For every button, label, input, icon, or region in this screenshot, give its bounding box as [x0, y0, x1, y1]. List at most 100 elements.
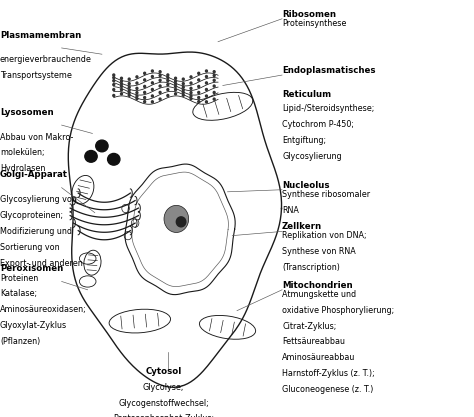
Text: Proteinen: Proteinen [0, 274, 38, 284]
Ellipse shape [206, 70, 208, 72]
Ellipse shape [206, 82, 208, 84]
Ellipse shape [159, 71, 161, 73]
Ellipse shape [128, 91, 130, 93]
Text: RNA: RNA [282, 206, 299, 215]
Text: Ribosomen: Ribosomen [282, 10, 336, 19]
Ellipse shape [182, 89, 184, 91]
Ellipse shape [128, 89, 130, 91]
Ellipse shape [167, 74, 169, 76]
Text: Mitochondrien: Mitochondrien [282, 281, 353, 290]
Text: Cytochrom P-450;: Cytochrom P-450; [282, 120, 354, 129]
Text: Proteinsynthese: Proteinsynthese [282, 19, 346, 28]
Text: Entgiftung;: Entgiftung; [282, 136, 326, 145]
Text: Glycogenstoffwechsel;: Glycogenstoffwechsel; [118, 399, 209, 408]
Ellipse shape [128, 86, 130, 88]
Text: Lysosomen: Lysosomen [0, 108, 54, 117]
Ellipse shape [113, 77, 115, 79]
Ellipse shape [159, 98, 161, 100]
Ellipse shape [120, 85, 122, 88]
Text: Reticulum: Reticulum [282, 90, 331, 99]
Ellipse shape [128, 94, 130, 96]
Ellipse shape [113, 74, 115, 76]
Ellipse shape [113, 88, 115, 90]
Ellipse shape [206, 95, 208, 97]
Text: Replikation von DNA;: Replikation von DNA; [282, 231, 367, 241]
Text: Pentosephosphat-Zyklus;: Pentosephosphat-Zyklus; [113, 414, 214, 417]
Ellipse shape [96, 140, 108, 152]
Ellipse shape [151, 95, 153, 97]
Ellipse shape [182, 86, 184, 88]
Ellipse shape [136, 98, 138, 100]
Text: Export- und anderen: Export- und anderen [0, 259, 83, 268]
Ellipse shape [159, 75, 161, 77]
Ellipse shape [144, 72, 146, 74]
Ellipse shape [151, 88, 153, 90]
Ellipse shape [213, 98, 215, 100]
Ellipse shape [120, 80, 122, 82]
Ellipse shape [120, 83, 122, 85]
Text: Glycosylierung: Glycosylierung [282, 152, 342, 161]
Ellipse shape [136, 92, 138, 94]
Ellipse shape [182, 83, 184, 85]
Ellipse shape [190, 82, 192, 84]
Text: Harnstoff-Zyklus (z. T.);: Harnstoff-Zyklus (z. T.); [282, 369, 375, 378]
Text: Katalase;: Katalase; [0, 289, 37, 298]
Ellipse shape [174, 85, 176, 88]
Ellipse shape [144, 100, 146, 103]
Text: Abbau von Makro-: Abbau von Makro- [0, 133, 73, 142]
Ellipse shape [190, 76, 192, 78]
Ellipse shape [151, 101, 153, 103]
Ellipse shape [206, 101, 208, 103]
Ellipse shape [151, 75, 153, 78]
Ellipse shape [174, 80, 176, 82]
Ellipse shape [151, 82, 153, 84]
Text: (Pflanzen): (Pflanzen) [0, 337, 40, 346]
Ellipse shape [167, 88, 169, 90]
Ellipse shape [213, 75, 215, 77]
Text: oxidative Phosphorylierung;: oxidative Phosphorylierung; [282, 306, 394, 315]
Ellipse shape [213, 71, 215, 73]
Ellipse shape [159, 85, 161, 87]
Ellipse shape [159, 91, 161, 93]
Ellipse shape [190, 92, 192, 94]
Ellipse shape [136, 87, 138, 89]
Ellipse shape [128, 83, 130, 85]
Text: Citrat-Zyklus;: Citrat-Zyklus; [282, 322, 337, 331]
Text: Synthese von RNA: Synthese von RNA [282, 247, 356, 256]
Ellipse shape [190, 98, 192, 100]
Ellipse shape [198, 96, 200, 98]
Ellipse shape [136, 95, 138, 97]
Ellipse shape [182, 94, 184, 96]
Text: Plasmamembran: Plasmamembran [0, 30, 81, 40]
Ellipse shape [190, 95, 192, 97]
Text: Golgi-Apparat: Golgi-Apparat [0, 170, 68, 179]
Ellipse shape [144, 91, 146, 93]
Ellipse shape [176, 217, 186, 227]
Ellipse shape [85, 151, 97, 162]
Text: Endoplasmatisches: Endoplasmatisches [282, 66, 375, 75]
Ellipse shape [167, 80, 169, 82]
Ellipse shape [190, 87, 192, 89]
Ellipse shape [174, 93, 176, 95]
Ellipse shape [206, 88, 208, 90]
Text: Atmungskette und: Atmungskette und [282, 290, 356, 299]
Ellipse shape [113, 80, 115, 82]
Text: Fettsäureabbau: Fettsäureabbau [282, 337, 345, 347]
Ellipse shape [206, 75, 208, 78]
Ellipse shape [174, 88, 176, 90]
Ellipse shape [113, 84, 115, 86]
Ellipse shape [198, 79, 200, 81]
Text: Hydrolasen: Hydrolasen [0, 164, 46, 173]
Ellipse shape [198, 100, 200, 103]
Ellipse shape [159, 79, 161, 81]
Text: Lipid-/Steroidsynthese;: Lipid-/Steroidsynthese; [282, 104, 374, 113]
Text: Transportsysteme: Transportsysteme [0, 71, 72, 80]
Ellipse shape [174, 83, 176, 85]
Ellipse shape [120, 93, 122, 95]
Ellipse shape [120, 89, 122, 91]
Ellipse shape [164, 205, 189, 233]
Text: Nucleolus: Nucleolus [282, 181, 329, 190]
Ellipse shape [144, 79, 146, 81]
Ellipse shape [167, 84, 169, 86]
Ellipse shape [120, 77, 122, 79]
